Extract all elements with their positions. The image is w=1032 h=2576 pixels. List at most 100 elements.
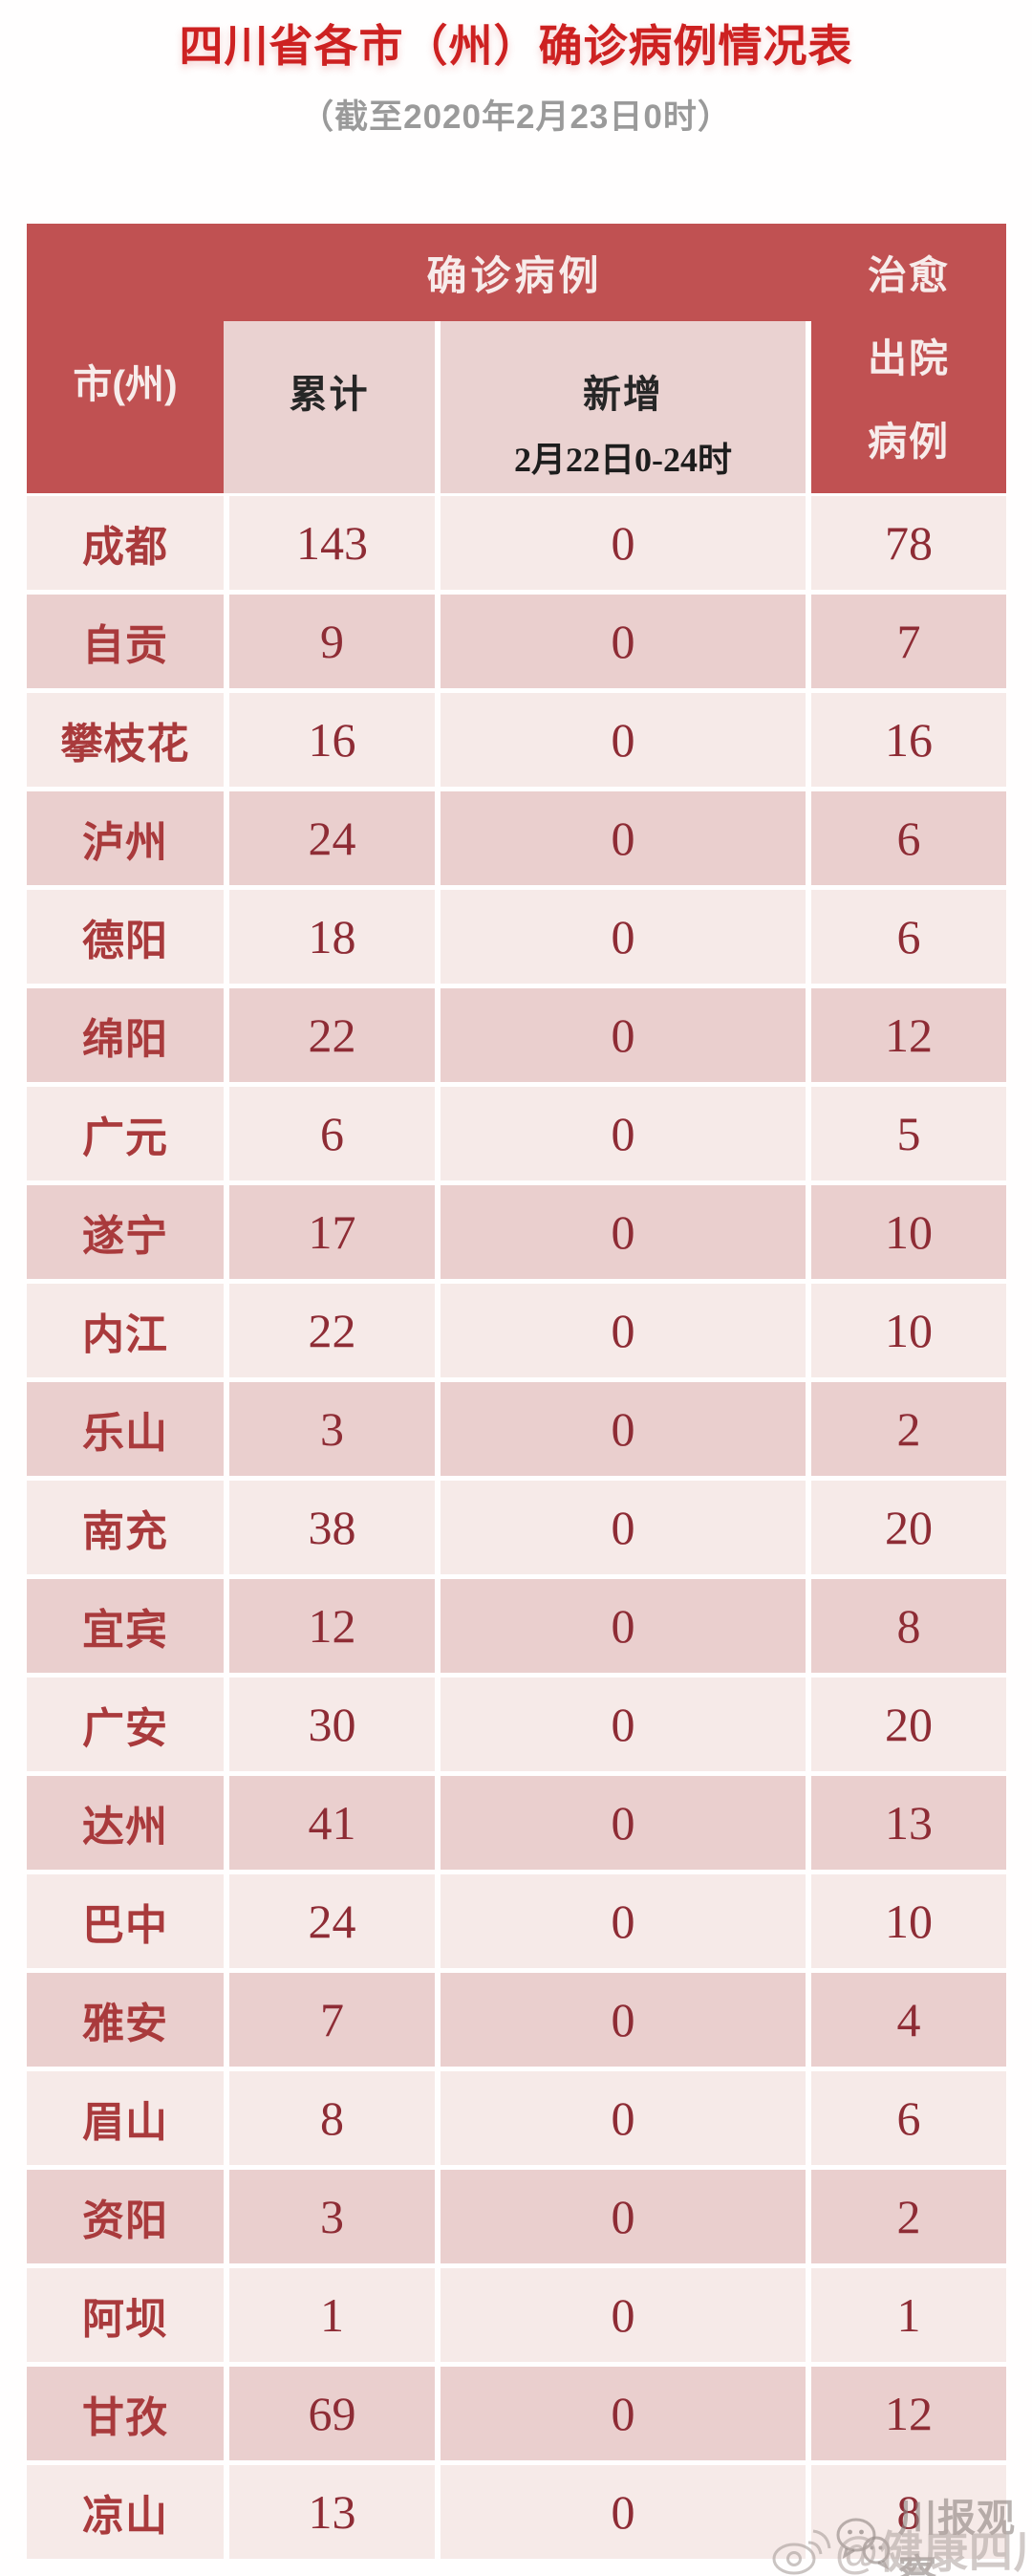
cell-cured: 20 xyxy=(811,1481,1006,1574)
cell-cumulative: 24 xyxy=(229,791,435,885)
table-rows: 成都 143 0 78 自贡 9 0 7 攀枝花 16 0 16 泸州 24 0 6 德阳 18 0 6 绵阳 22 0 12… xyxy=(27,496,1006,2564)
cell-cumulative: 41 xyxy=(229,1776,435,1870)
cell-cumulative: 8 xyxy=(229,2071,435,2165)
cell-cumulative: 22 xyxy=(229,988,435,1082)
cell-city: 德阳 xyxy=(27,890,224,984)
cell-city: 成都 xyxy=(27,496,224,590)
cell-cumulative: 6 xyxy=(229,1087,435,1180)
watermark-line-2: @健康四川官微 xyxy=(770,2518,1032,2576)
cell-cured: 7 xyxy=(811,595,1006,688)
cell-cumulative: 22 xyxy=(229,1284,435,1377)
cell-cured: 4 xyxy=(811,1973,1006,2067)
table-row: 遂宁 17 0 10 xyxy=(27,1185,1006,1279)
cell-city: 甘孜 xyxy=(27,2367,224,2460)
cell-cumulative: 30 xyxy=(229,1678,435,1771)
cell-new: 0 xyxy=(441,988,806,1082)
cell-new: 0 xyxy=(441,1185,806,1279)
table-row: 内江 22 0 10 xyxy=(27,1284,1006,1377)
header-cured-line: 治愈 xyxy=(868,253,950,297)
cell-new: 0 xyxy=(441,496,806,590)
cell-new: 0 xyxy=(441,1284,806,1377)
cell-city: 南充 xyxy=(27,1481,224,1574)
cell-city: 达州 xyxy=(27,1776,224,1870)
cell-new: 0 xyxy=(441,1579,806,1673)
table-row: 绵阳 22 0 12 xyxy=(27,988,1006,1082)
table-row: 南充 38 0 20 xyxy=(27,1481,1006,1574)
cell-new: 0 xyxy=(441,1973,806,2067)
cell-cured: 12 xyxy=(811,988,1006,1082)
cell-new: 0 xyxy=(441,595,806,688)
cell-cumulative: 13 xyxy=(229,2465,435,2559)
cell-new: 0 xyxy=(441,1087,806,1180)
header-cured-line: 病例 xyxy=(868,420,950,464)
cell-cured: 10 xyxy=(811,1874,1006,1968)
cell-cumulative: 3 xyxy=(229,2170,435,2263)
header-new-period-label: 2月22日0-24时 xyxy=(514,441,732,479)
cell-new: 0 xyxy=(441,2367,806,2460)
column-divider xyxy=(806,321,811,493)
cell-cumulative: 18 xyxy=(229,890,435,984)
table-row: 德阳 18 0 6 xyxy=(27,890,1006,984)
cell-cumulative: 16 xyxy=(229,693,435,787)
cell-city: 遂宁 xyxy=(27,1185,224,1279)
table-row: 宜宾 12 0 8 xyxy=(27,1579,1006,1673)
cell-cumulative: 9 xyxy=(229,595,435,688)
cell-cured: 6 xyxy=(811,890,1006,984)
table-header: 市(州) 确诊病例 累计 新增 2月22日0-24时 治愈 出院 病例 xyxy=(27,224,1006,493)
table-row: 雅安 7 0 4 xyxy=(27,1973,1006,2067)
cell-cumulative: 69 xyxy=(229,2367,435,2460)
cell-city: 宜宾 xyxy=(27,1579,224,1673)
header-new-label: 新增 xyxy=(583,374,663,416)
cell-cumulative: 17 xyxy=(229,1185,435,1279)
cell-cumulative: 38 xyxy=(229,1481,435,1574)
cell-new: 0 xyxy=(441,1382,806,1476)
cell-city: 内江 xyxy=(27,1284,224,1377)
cell-cured: 2 xyxy=(811,2170,1006,2263)
cell-city: 雅安 xyxy=(27,1973,224,2067)
cell-cumulative: 24 xyxy=(229,1874,435,1968)
watermark-source-1: 川报观察 xyxy=(898,2498,1016,2576)
table-row: 阿坝 1 0 1 xyxy=(27,2268,1006,2362)
table-row: 自贡 9 0 7 xyxy=(27,595,1006,688)
cell-cumulative: 143 xyxy=(229,496,435,590)
cell-cured: 13 xyxy=(811,1776,1006,1870)
cell-cured: 6 xyxy=(811,791,1006,885)
wechat-icon xyxy=(833,2516,894,2569)
cell-new: 0 xyxy=(441,791,806,885)
cell-city: 阿坝 xyxy=(27,2268,224,2362)
cases-table: 市(州) 确诊病例 累计 新增 2月22日0-24时 治愈 出院 病例 成都 14… xyxy=(27,224,1006,2559)
cell-city: 广安 xyxy=(27,1678,224,1771)
cell-city: 凉山 xyxy=(27,2465,224,2559)
cell-cured: 12 xyxy=(811,2367,1006,2460)
cell-cumulative: 1 xyxy=(229,2268,435,2362)
cell-cured: 6 xyxy=(811,2071,1006,2165)
cell-new: 0 xyxy=(441,693,806,787)
watermark-line-1: 川报观察 xyxy=(833,2487,1032,2576)
cell-cured: 1 xyxy=(811,2268,1006,2362)
cell-cumulative: 12 xyxy=(229,1579,435,1673)
cell-cumulative: 7 xyxy=(229,1973,435,2067)
header-city-label: 市(州) xyxy=(73,362,178,406)
cell-new: 0 xyxy=(441,1874,806,1968)
cell-cumulative: 3 xyxy=(229,1382,435,1476)
cell-cured: 10 xyxy=(811,1284,1006,1377)
cell-cured: 8 xyxy=(811,2465,1006,2559)
cell-cured: 16 xyxy=(811,693,1006,787)
table-row: 广元 6 0 5 xyxy=(27,1087,1006,1180)
table-row: 达州 41 0 13 xyxy=(27,1776,1006,1870)
table-row: 眉山 8 0 6 xyxy=(27,2071,1006,2165)
cell-city: 泸州 xyxy=(27,791,224,885)
watermark-source-2: @健康四川官微 xyxy=(835,2527,1032,2576)
cell-city: 绵阳 xyxy=(27,988,224,1082)
cell-city: 巴中 xyxy=(27,1874,224,1968)
header-confirmed-label: 确诊病例 xyxy=(426,252,603,298)
cell-cured: 10 xyxy=(811,1185,1006,1279)
table-row: 广安 30 0 20 xyxy=(27,1678,1006,1771)
cell-new: 0 xyxy=(441,1678,806,1771)
cell-city: 资阳 xyxy=(27,2170,224,2263)
header-cumulative-label: 累计 xyxy=(289,374,370,416)
table-row: 攀枝花 16 0 16 xyxy=(27,693,1006,787)
cell-new: 0 xyxy=(441,1481,806,1574)
table-row: 凉山 13 0 8 xyxy=(27,2465,1006,2559)
cell-new: 0 xyxy=(441,2465,806,2559)
